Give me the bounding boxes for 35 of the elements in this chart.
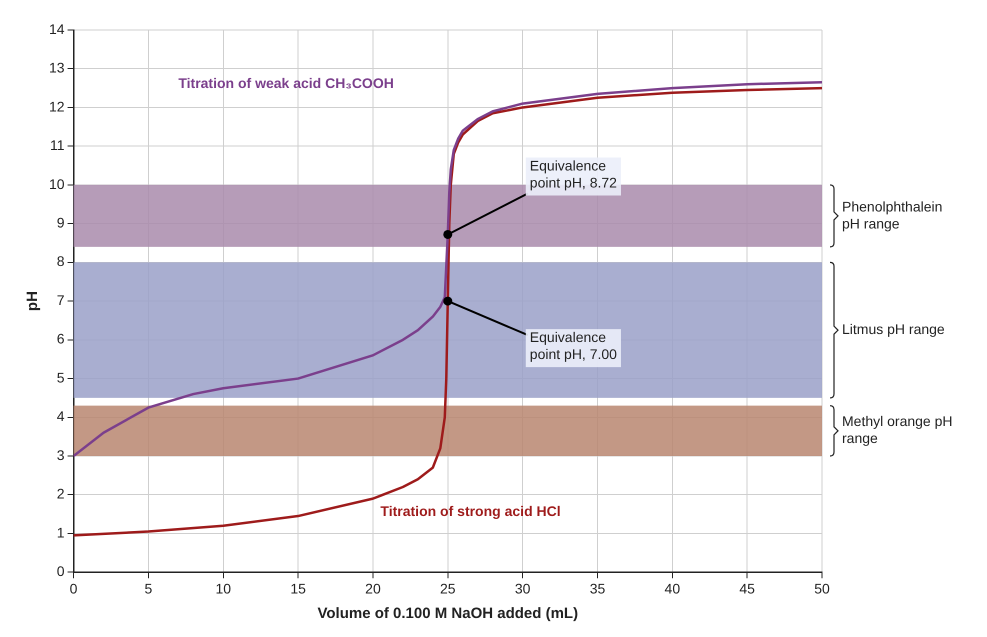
y-tick-label: 2	[56, 486, 65, 502]
y-axis-title: pH	[24, 291, 42, 312]
y-tick-label: 12	[48, 98, 65, 114]
y-tick-label: 9	[56, 214, 65, 230]
x-tick-label: 40	[664, 580, 680, 596]
annotation: Equivalence point pH, 8.72	[530, 157, 618, 190]
text: Titration of weak acid CH₃COOH	[178, 75, 394, 92]
y-tick-label: 8	[56, 253, 65, 270]
x-tick-label: 45	[739, 580, 756, 596]
x-tick-label: 25	[440, 580, 456, 596]
band-label: Litmus pH range	[842, 321, 945, 338]
x-tick-label: 5	[144, 580, 153, 596]
x-tick-label: 15	[290, 580, 306, 596]
x-axis-title: Volume of 0.100 M NaOH added (mL)	[317, 605, 578, 622]
x-tick-label: 20	[365, 580, 381, 596]
x-tick-label: 30	[514, 580, 531, 596]
annotation: Equivalence point pH, 7.00	[530, 328, 618, 362]
y-tick-label: 5	[56, 369, 65, 386]
y-tick-label: 3	[56, 446, 65, 463]
y-tick-label: 0	[56, 563, 65, 580]
y-tick-label: 10	[48, 176, 65, 192]
y-tick-label: 4	[56, 408, 65, 424]
y-tick-label: 1	[56, 524, 65, 540]
band-label: Methyl orange pH range	[842, 413, 953, 446]
y-tick-label: 14	[48, 20, 65, 37]
x-tick-label: 35	[590, 580, 606, 596]
y-tick-label: 6	[56, 330, 65, 347]
series-label: Titration of strong acid HCl	[380, 503, 561, 520]
band-label: Phenolphthalein pH range	[842, 198, 942, 232]
y-tick-label: 13	[48, 60, 65, 76]
x-tick-label: 0	[70, 580, 78, 596]
x-tick-label: 10	[215, 580, 232, 596]
x-tick-label: 50	[814, 580, 830, 596]
y-tick-label: 7	[56, 292, 65, 308]
y-tick-label: 11	[50, 137, 65, 154]
